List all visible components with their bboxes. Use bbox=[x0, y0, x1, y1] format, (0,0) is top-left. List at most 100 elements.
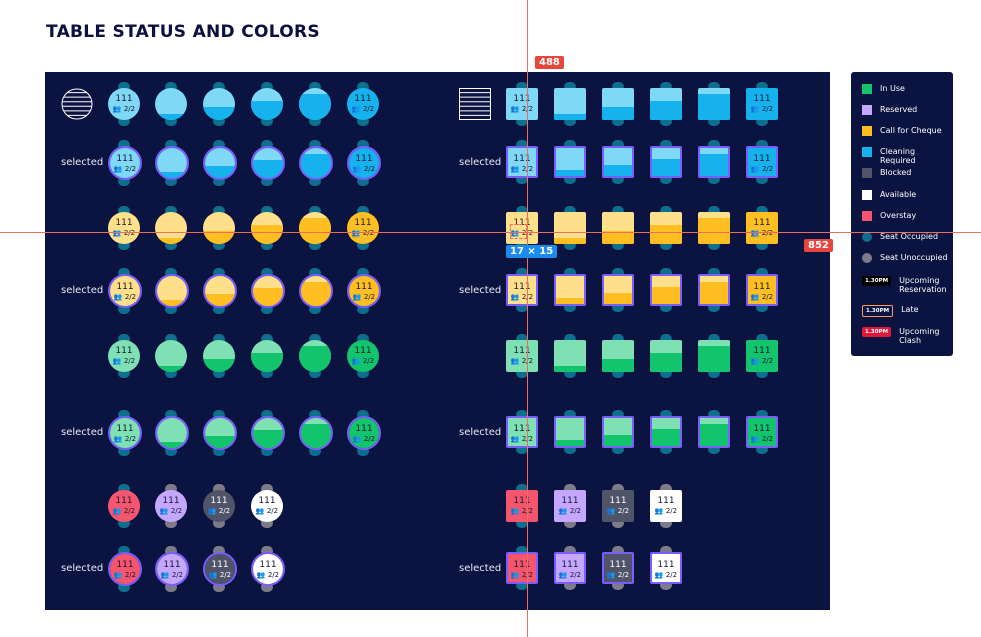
table-blocked[interactable]: 111 👥 2/2 bbox=[203, 484, 235, 528]
table-in-use[interactable] bbox=[299, 334, 331, 378]
table-top: 111 👥 2/2 bbox=[108, 416, 142, 450]
table-call-for-cheque[interactable] bbox=[299, 268, 333, 314]
table-number: 111 bbox=[513, 424, 531, 434]
table-call-for-cheque[interactable] bbox=[698, 206, 730, 250]
table-fill-level bbox=[251, 352, 283, 372]
table-reserved[interactable]: 111 👥 2/2 bbox=[155, 484, 187, 528]
table-available[interactable]: 111 👥 2/2 bbox=[650, 546, 682, 590]
table-call-for-cheque[interactable] bbox=[203, 268, 237, 314]
table-cleaning-required[interactable] bbox=[155, 82, 187, 126]
table-in-use[interactable] bbox=[554, 410, 586, 454]
table-cleaning-required[interactable]: 111 👥 2/2 bbox=[506, 140, 538, 184]
table-cleaning-required[interactable] bbox=[155, 140, 189, 186]
table-fill-base bbox=[506, 490, 538, 522]
table-cleaning-required[interactable]: 111 👥 2/2 bbox=[506, 82, 538, 126]
table-cleaning-required[interactable]: 111 👥 2/2 bbox=[746, 140, 778, 184]
table-blocked[interactable]: 111 👥 2/2 bbox=[602, 546, 634, 590]
table-cleaning-required[interactable] bbox=[299, 140, 333, 186]
table-blocked[interactable]: 111 👥 2/2 bbox=[602, 484, 634, 528]
table-cleaning-required[interactable] bbox=[650, 82, 682, 126]
table-cleaning-required[interactable] bbox=[554, 140, 586, 184]
table-call-for-cheque[interactable] bbox=[602, 268, 634, 312]
table-overstay[interactable]: 111 👥 2/2 bbox=[506, 546, 538, 590]
table-seat-count: 👥 2/2 bbox=[112, 105, 136, 113]
table-cleaning-required[interactable] bbox=[602, 140, 634, 184]
table-in-use[interactable] bbox=[251, 334, 283, 378]
table-call-for-cheque[interactable]: 111 👥 2/2 bbox=[746, 206, 778, 250]
table-top bbox=[299, 274, 333, 308]
table-cleaning-required[interactable] bbox=[554, 82, 586, 126]
table-reserved[interactable]: 111 👥 2/2 bbox=[554, 546, 586, 590]
table-cleaning-required[interactable]: 111 👥 2/2 bbox=[347, 82, 379, 126]
table-call-for-cheque[interactable]: 111 👥 2/2 bbox=[347, 206, 379, 250]
table-cleaning-required[interactable] bbox=[299, 82, 331, 126]
table-reserved[interactable]: 111 👥 2/2 bbox=[155, 546, 189, 592]
table-fill-base bbox=[349, 418, 379, 448]
table-fill-level bbox=[602, 359, 634, 372]
table-in-use[interactable] bbox=[155, 334, 187, 378]
table-in-use[interactable]: 111 👥 2/2 bbox=[347, 410, 381, 456]
table-in-use[interactable] bbox=[698, 334, 730, 378]
table-cleaning-required[interactable] bbox=[650, 140, 682, 184]
table-in-use[interactable]: 111 👥 2/2 bbox=[108, 410, 142, 456]
table-cleaning-required[interactable] bbox=[203, 82, 235, 126]
table-call-for-cheque[interactable]: 111 👥 2/2 bbox=[108, 206, 140, 250]
table-call-for-cheque[interactable] bbox=[698, 268, 730, 312]
table-top: 111 👥 2/2 bbox=[347, 340, 379, 372]
table-call-for-cheque[interactable] bbox=[155, 268, 189, 314]
table-available[interactable]: 111 👥 2/2 bbox=[650, 484, 682, 528]
table-call-for-cheque[interactable] bbox=[155, 206, 187, 250]
table-seat-count: 👥 2/2 bbox=[113, 435, 137, 443]
table-blocked[interactable]: 111 👥 2/2 bbox=[203, 546, 237, 592]
table-call-for-cheque[interactable] bbox=[251, 206, 283, 250]
table-overstay[interactable]: 111 👥 2/2 bbox=[108, 546, 142, 592]
table-cleaning-required[interactable]: 111 👥 2/2 bbox=[108, 82, 140, 126]
table-call-for-cheque[interactable] bbox=[650, 206, 682, 250]
table-cleaning-required[interactable] bbox=[251, 140, 285, 186]
table-cleaning-required[interactable]: 111 👥 2/2 bbox=[108, 140, 142, 186]
table-top bbox=[698, 416, 730, 448]
table-in-use[interactable]: 111 👥 2/2 bbox=[108, 334, 140, 378]
table-in-use[interactable] bbox=[203, 334, 235, 378]
table-call-for-cheque[interactable] bbox=[203, 206, 235, 250]
table-call-for-cheque[interactable]: 111 👥 2/2 bbox=[746, 268, 778, 312]
table-cleaning-required[interactable]: 111 👥 2/2 bbox=[746, 82, 778, 126]
table-cleaning-required[interactable] bbox=[602, 82, 634, 126]
table-call-for-cheque[interactable] bbox=[251, 268, 285, 314]
table-in-use[interactable] bbox=[650, 334, 682, 378]
table-in-use[interactable]: 111 👥 2/2 bbox=[746, 334, 778, 378]
table-call-for-cheque[interactable]: 111 👥 2/2 bbox=[347, 268, 381, 314]
table-available[interactable]: 111 👥 2/2 bbox=[251, 546, 285, 592]
table-call-for-cheque[interactable] bbox=[554, 206, 586, 250]
table-available[interactable]: 111 👥 2/2 bbox=[251, 484, 283, 528]
table-in-use[interactable]: 111 👥 2/2 bbox=[746, 410, 778, 454]
table-in-use[interactable] bbox=[203, 410, 237, 456]
table-call-for-cheque[interactable]: 111 👥 2/2 bbox=[108, 268, 142, 314]
table-call-for-cheque[interactable] bbox=[299, 206, 331, 250]
table-in-use[interactable]: 111 👥 2/2 bbox=[506, 334, 538, 378]
table-cleaning-required[interactable]: 111 👥 2/2 bbox=[347, 140, 381, 186]
table-cleaning-required[interactable] bbox=[203, 140, 237, 186]
table-in-use[interactable] bbox=[155, 410, 189, 456]
table-in-use[interactable]: 111 👥 2/2 bbox=[347, 334, 379, 378]
table-reserved[interactable]: 111 👥 2/2 bbox=[554, 484, 586, 528]
table-cleaning-required[interactable] bbox=[251, 82, 283, 126]
table-in-use[interactable] bbox=[698, 410, 730, 454]
table-overstay[interactable]: 111 👥 2/2 bbox=[108, 484, 140, 528]
table-cleaning-required[interactable] bbox=[698, 82, 730, 126]
table-in-use[interactable] bbox=[554, 334, 586, 378]
table-call-for-cheque[interactable]: 111 👥 2/2 bbox=[506, 268, 538, 312]
table-overstay[interactable]: 111 👥 2/2 bbox=[506, 484, 538, 528]
table-top: 111 👥 2/2 bbox=[155, 490, 187, 522]
table-cleaning-required[interactable] bbox=[698, 140, 730, 184]
table-in-use[interactable]: 111 👥 2/2 bbox=[506, 410, 538, 454]
table-call-for-cheque[interactable] bbox=[554, 268, 586, 312]
table-in-use[interactable] bbox=[251, 410, 285, 456]
table-in-use[interactable] bbox=[602, 410, 634, 454]
table-in-use[interactable] bbox=[602, 334, 634, 378]
table-number: 111 bbox=[753, 424, 771, 434]
table-call-for-cheque[interactable] bbox=[650, 268, 682, 312]
table-in-use[interactable] bbox=[299, 410, 333, 456]
table-call-for-cheque[interactable] bbox=[602, 206, 634, 250]
table-in-use[interactable] bbox=[650, 410, 682, 454]
